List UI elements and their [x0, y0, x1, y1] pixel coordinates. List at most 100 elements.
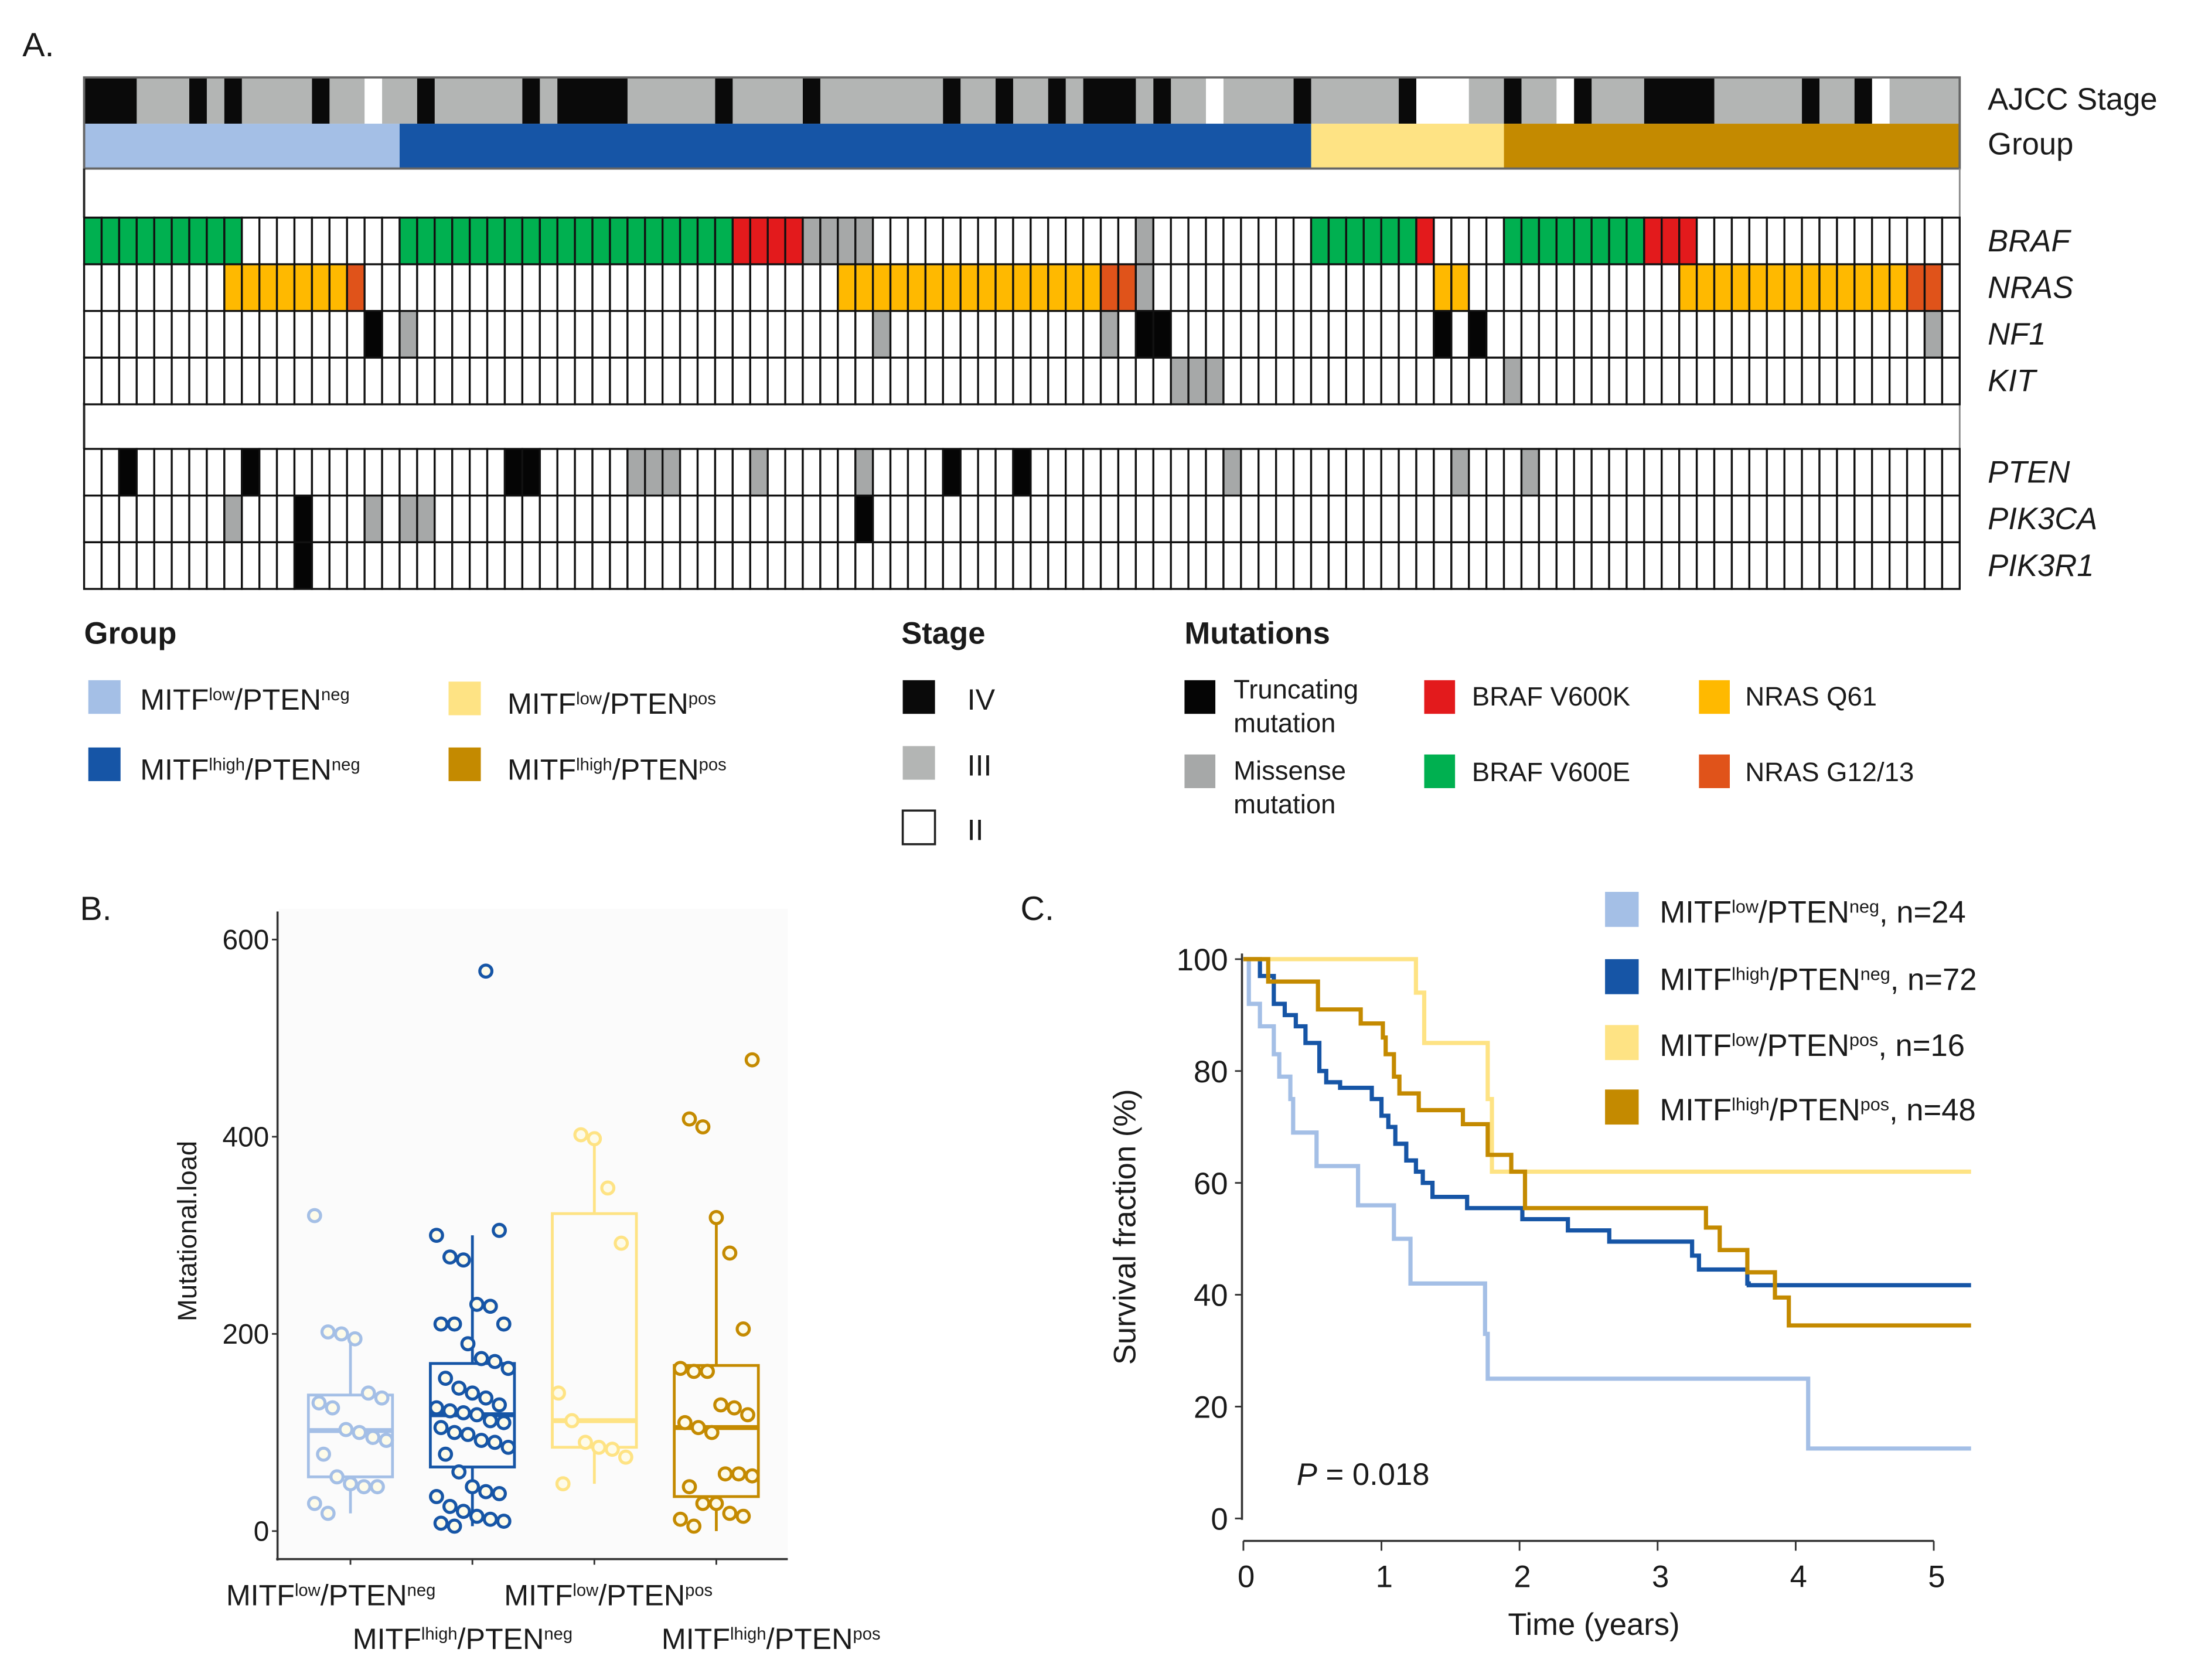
- mutation-cell: [1047, 495, 1067, 544]
- stage-cell-IV: [996, 77, 1014, 124]
- mutation-cell: [1888, 448, 1909, 497]
- mutation-cell: [731, 216, 751, 265]
- mutation-cell: [434, 495, 454, 544]
- mutation-cell: [1222, 495, 1242, 544]
- mutation-cell: [889, 310, 909, 359]
- mutation-cell: [802, 356, 822, 405]
- mutation-cell: [416, 495, 436, 544]
- mutation-cell: [381, 541, 401, 590]
- mutation-cell: [784, 356, 804, 405]
- mutation-cell: [1748, 448, 1768, 497]
- mutation-cell: [1117, 310, 1137, 359]
- mutation-cell: [766, 541, 786, 590]
- mutation-cell: [1661, 495, 1681, 544]
- data-point: [478, 1390, 494, 1406]
- mutation-cell: [521, 310, 541, 359]
- boxplot-y-axis-label: Mutational.load: [172, 1141, 202, 1321]
- mutation-cell: [1082, 263, 1102, 312]
- legend-mutations-title: Mutations: [1184, 616, 1330, 651]
- mutation-cell: [1888, 356, 1909, 405]
- mutation-cell: [609, 310, 629, 359]
- label-superscript: pos: [853, 1625, 881, 1644]
- mutation-cell: [1906, 216, 1926, 265]
- mutation-cell: [1626, 356, 1645, 405]
- mutation-cell: [503, 448, 524, 497]
- data-point: [447, 1518, 462, 1534]
- legend-label-stage-IV: IV: [967, 683, 996, 716]
- mutation-cell: [1906, 356, 1926, 405]
- mutation-cell: [503, 263, 524, 312]
- mutation-cell: [889, 356, 909, 405]
- mutation-cell: [574, 541, 594, 590]
- mutation-cell: [1415, 495, 1435, 544]
- gene-label-pik3ca: PIK3CA: [1988, 502, 2097, 536]
- mutation-cell: [1327, 263, 1348, 312]
- mutation-cell: [100, 310, 121, 359]
- mutation-cell: [1240, 263, 1260, 312]
- mutation-cell: [1065, 263, 1085, 312]
- mutation-cell: [1415, 216, 1435, 265]
- mutation-cell: [1012, 541, 1032, 590]
- mutation-cell: [1468, 310, 1488, 359]
- mutation-cell: [1836, 541, 1856, 590]
- mutation-cell: [223, 448, 243, 497]
- mutation-cell: [1538, 263, 1558, 312]
- mutation-cell: [1730, 263, 1751, 312]
- data-point: [717, 1466, 733, 1482]
- y-tick-label: 80: [1194, 1055, 1228, 1089]
- data-point: [442, 1249, 458, 1265]
- mutation-cell: [1258, 356, 1277, 405]
- mutation-cell: [1590, 495, 1610, 544]
- mutation-cell: [521, 495, 541, 544]
- mutation-cell: [1643, 541, 1663, 590]
- mutation-cell: [1818, 541, 1838, 590]
- x-tick-label-low-pos: MITFlow/PTENpos: [504, 1579, 713, 1612]
- mutation-cell: [1012, 448, 1032, 497]
- label-count: , n=72: [1890, 962, 1977, 997]
- data-point: [447, 1316, 462, 1332]
- x-tick-label: 1: [1376, 1560, 1393, 1594]
- legend-label-mutation: Missense: [1233, 756, 1346, 786]
- mutation-cell: [1871, 310, 1891, 359]
- mutation-cell: [503, 541, 524, 590]
- mutation-cell: [1292, 541, 1313, 590]
- mutation-cell: [153, 263, 173, 312]
- mutation-cell: [188, 495, 208, 544]
- data-point: [735, 1321, 751, 1337]
- stage-cell-III: [1468, 77, 1505, 124]
- mutation-cell: [871, 310, 892, 359]
- data-point: [700, 1364, 715, 1379]
- mutation-cell: [135, 541, 155, 590]
- mutation-cell: [1345, 263, 1365, 312]
- mutation-cell: [83, 310, 103, 359]
- mutation-cell: [451, 448, 471, 497]
- stage-cell-II: [364, 77, 383, 124]
- mutation-cell: [556, 495, 576, 544]
- mutation-cell: [223, 541, 243, 590]
- survival-curve-low-pos: [1243, 957, 1971, 1174]
- legends: MITFlow/PTENnegMITFlhigh/PTENnegMITFlow/…: [88, 674, 1914, 847]
- mutation-cell: [486, 263, 506, 312]
- mutation-cell: [1661, 310, 1681, 359]
- mutation-cell: [258, 448, 278, 497]
- mutation-cell: [188, 541, 208, 590]
- mutation-cell: [1555, 356, 1575, 405]
- mutation-cell: [1906, 263, 1926, 312]
- mutation-cell: [889, 216, 909, 265]
- mutation-cell: [819, 216, 839, 265]
- mutation-cell: [241, 216, 261, 265]
- mutation-cell: [1923, 541, 1944, 590]
- mutation-cell: [679, 310, 699, 359]
- mutation-cell: [328, 216, 348, 265]
- panel-label-a: A.: [22, 26, 54, 64]
- mutation-cell: [749, 356, 769, 405]
- mutation-cell: [1468, 263, 1488, 312]
- mutation-cell: [363, 310, 383, 359]
- mutation-cell: [258, 263, 278, 312]
- mutation-cell: [1380, 216, 1400, 265]
- legend-label-high-neg: MITFlhigh/PTENneg: [140, 754, 360, 786]
- mutation-cell: [539, 495, 558, 544]
- stage-cell-IV: [1083, 77, 1137, 124]
- gene-row-pik3ca: [83, 495, 1961, 544]
- mutation-cell: [1695, 356, 1716, 405]
